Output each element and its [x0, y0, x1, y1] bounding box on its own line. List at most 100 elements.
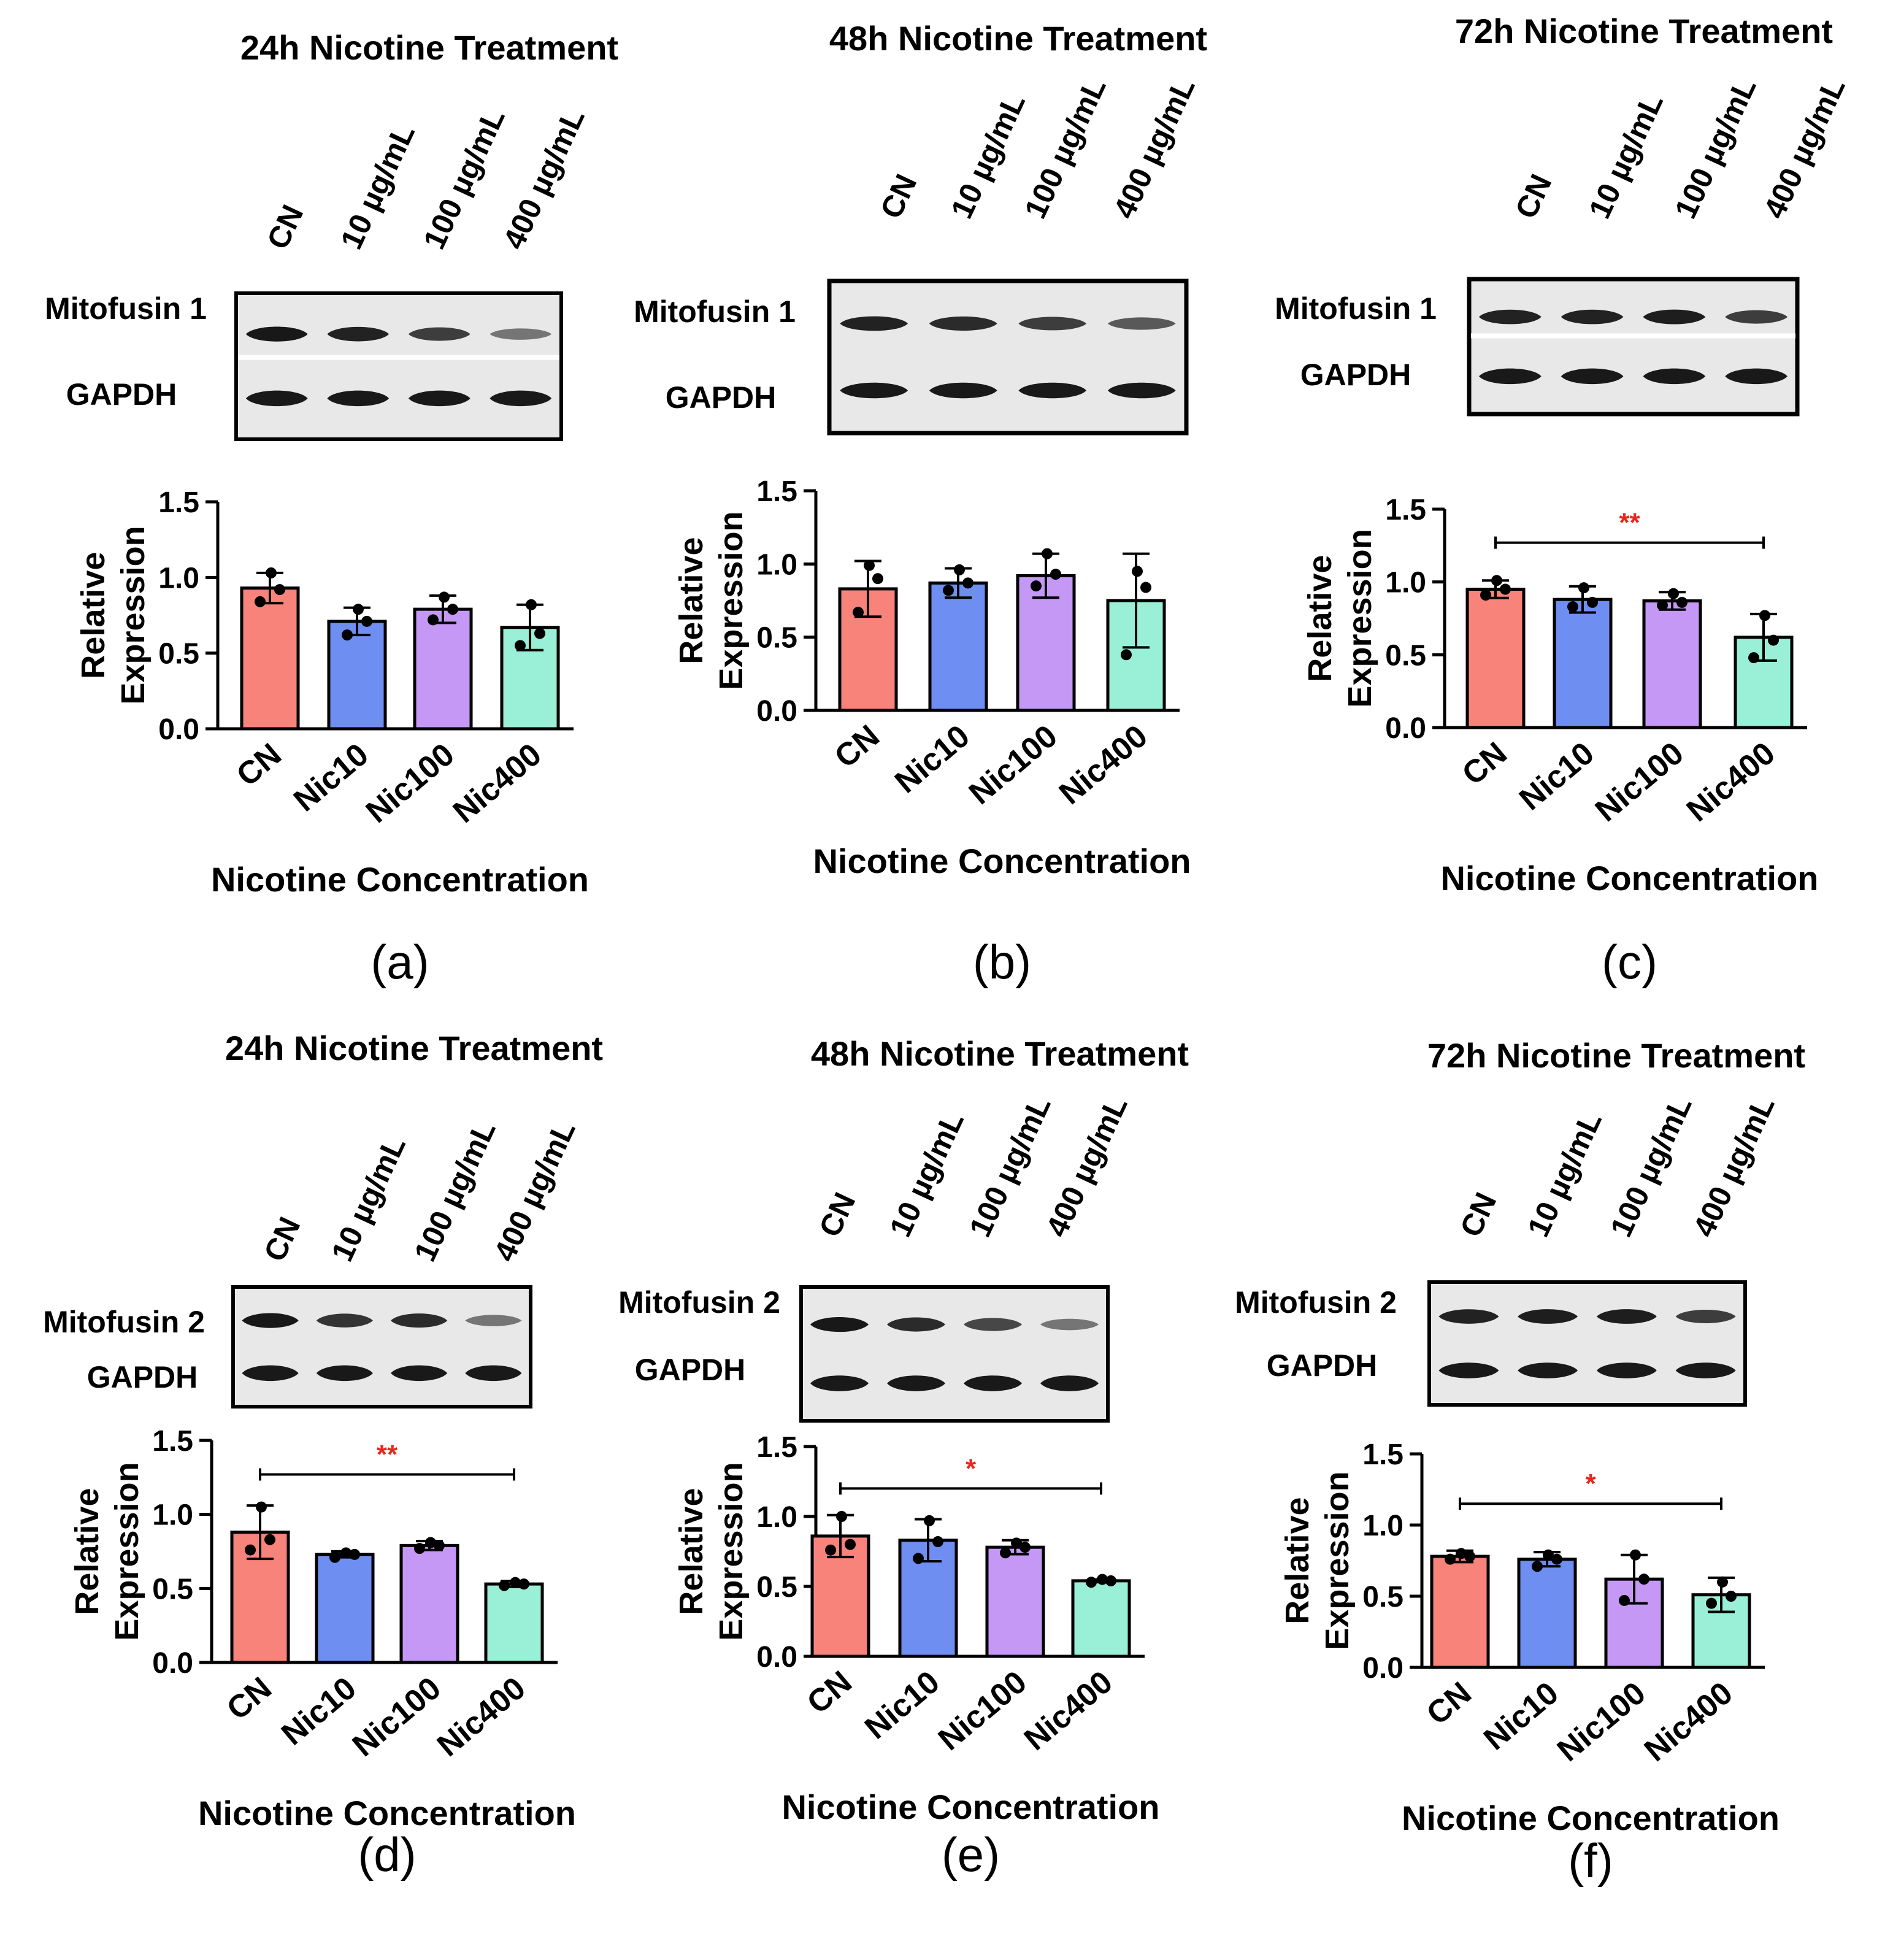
x-axis-label: Nicotine Concentration — [781, 1788, 1159, 1826]
y-axis-label-line2: Expression — [109, 1462, 145, 1640]
panel-title: 24h Nicotine Treatment — [240, 28, 618, 67]
x-tick-label: Nic100 — [359, 737, 461, 830]
protein-band — [1725, 310, 1787, 324]
lane-label: 10 µg/mL — [1582, 88, 1670, 224]
data-point — [943, 585, 954, 596]
data-point — [1132, 566, 1143, 577]
data-point — [274, 584, 285, 596]
bar-Nic100 — [413, 607, 473, 731]
panel-title: 24h Nicotine Treatment — [225, 1029, 603, 1067]
panel-letter: (a) — [371, 935, 429, 989]
significance-label: ** — [377, 1440, 398, 1470]
x-tick-label: Nic400 — [431, 1670, 532, 1764]
blot-protein-label: Mitofusin 2 — [43, 1305, 205, 1339]
blot-protein-label: Mitofusin 1 — [45, 291, 207, 326]
protein-band — [1596, 1309, 1657, 1324]
lane-label: 10 µg/mL — [1521, 1107, 1608, 1242]
panel-title: 72h Nicotine Treatment — [1455, 12, 1833, 50]
gapdh-band — [1643, 368, 1706, 385]
data-point — [1105, 1575, 1116, 1586]
data-point — [864, 559, 875, 571]
gapdh-band — [1018, 382, 1087, 399]
blot-protein-label: Mitofusin 1 — [634, 294, 796, 329]
blot-frame — [231, 1285, 532, 1409]
data-point — [1456, 1548, 1467, 1559]
x-axis-label: Nicotine Concentration — [813, 842, 1191, 880]
y-axis-label-line1: Relative — [1279, 1497, 1316, 1624]
significance-label: ** — [1619, 508, 1640, 538]
x-tick-label: Nic100 — [346, 1670, 448, 1764]
protein-band — [840, 316, 908, 331]
x-tick-label: Nic10 — [888, 718, 977, 801]
data-point — [1011, 1537, 1022, 1549]
blot-gapdh-label: GAPDH — [1300, 358, 1411, 392]
x-tick-label: CN — [828, 718, 886, 775]
data-point — [1500, 583, 1511, 595]
data-point — [1676, 596, 1688, 608]
data-point — [913, 1553, 924, 1564]
significance-label: * — [966, 1453, 977, 1483]
y-tick-label: 1.0 — [158, 562, 199, 594]
data-point — [255, 596, 266, 607]
x-tick-label: Nic100 — [1551, 1675, 1653, 1769]
y-tick-label: 0.0 — [756, 695, 797, 728]
protein-band — [490, 328, 552, 340]
x-tick-label: Nic10 — [1513, 736, 1601, 818]
data-point — [954, 564, 965, 575]
data-point — [825, 1544, 836, 1556]
gapdh-band — [1040, 1375, 1099, 1391]
x-tick-label: CN — [220, 1670, 278, 1727]
x-tick-label: Nic10 — [1477, 1675, 1565, 1758]
data-point — [515, 640, 526, 651]
y-axis-label-line2: Expression — [713, 1462, 750, 1640]
data-point — [434, 1540, 445, 1551]
blot-protein-label: Mitofusin 2 — [618, 1285, 780, 1320]
y-tick-label: 1.5 — [756, 1431, 797, 1464]
lane-label: 400 µg/mL — [1757, 72, 1852, 223]
lane-label: 10 µg/mL — [324, 1131, 412, 1267]
x-tick-label: Nic400 — [1018, 1664, 1119, 1758]
data-point — [1050, 569, 1061, 580]
significance-label: * — [1585, 1469, 1596, 1499]
data-point — [361, 615, 372, 627]
y-tick-label: 1.0 — [756, 548, 797, 581]
gapdh-band — [327, 390, 390, 407]
y-axis-label-line1: Relative — [673, 1488, 710, 1615]
protein-band — [887, 1317, 945, 1332]
data-point — [266, 567, 277, 578]
gapdh-band — [1518, 1362, 1578, 1378]
bar-Nic10 — [1553, 598, 1613, 729]
gapdh-band — [1596, 1362, 1657, 1378]
data-point — [1097, 1574, 1108, 1585]
blot-frame — [1427, 1280, 1747, 1407]
protein-band — [316, 1313, 373, 1328]
y-tick-label: 0.5 — [158, 638, 199, 671]
x-tick-label: CN — [1420, 1675, 1478, 1732]
data-point — [872, 573, 883, 585]
lane-label: CN — [874, 169, 923, 224]
gapdh-band — [887, 1375, 945, 1391]
y-tick-label: 0.5 — [152, 1573, 193, 1605]
data-point — [349, 1548, 360, 1560]
protein-band — [1479, 309, 1542, 325]
protein-band — [1561, 309, 1624, 325]
bar-Nic400 — [1106, 599, 1166, 712]
panel-letter: (c) — [1602, 935, 1657, 989]
data-point — [499, 1580, 510, 1591]
lane-label: 100 µg/mL — [1018, 72, 1113, 223]
bar-Nic10 — [1517, 1558, 1577, 1669]
data-point — [853, 607, 864, 618]
blot-separator — [238, 355, 559, 360]
protein-band — [408, 327, 470, 341]
lane-label: 10 µg/mL — [883, 1107, 970, 1242]
x-tick-label: CN — [801, 1664, 859, 1721]
data-point — [1587, 596, 1598, 608]
y-axis-label-line2: Expression — [713, 511, 750, 690]
bar-Nic10 — [928, 581, 988, 712]
lane-label: 100 µg/mL — [1603, 1091, 1699, 1242]
data-point — [1768, 634, 1779, 646]
blot-protein-label: Mitofusin 1 — [1275, 291, 1437, 326]
y-axis-label-line2: Expression — [115, 526, 152, 704]
